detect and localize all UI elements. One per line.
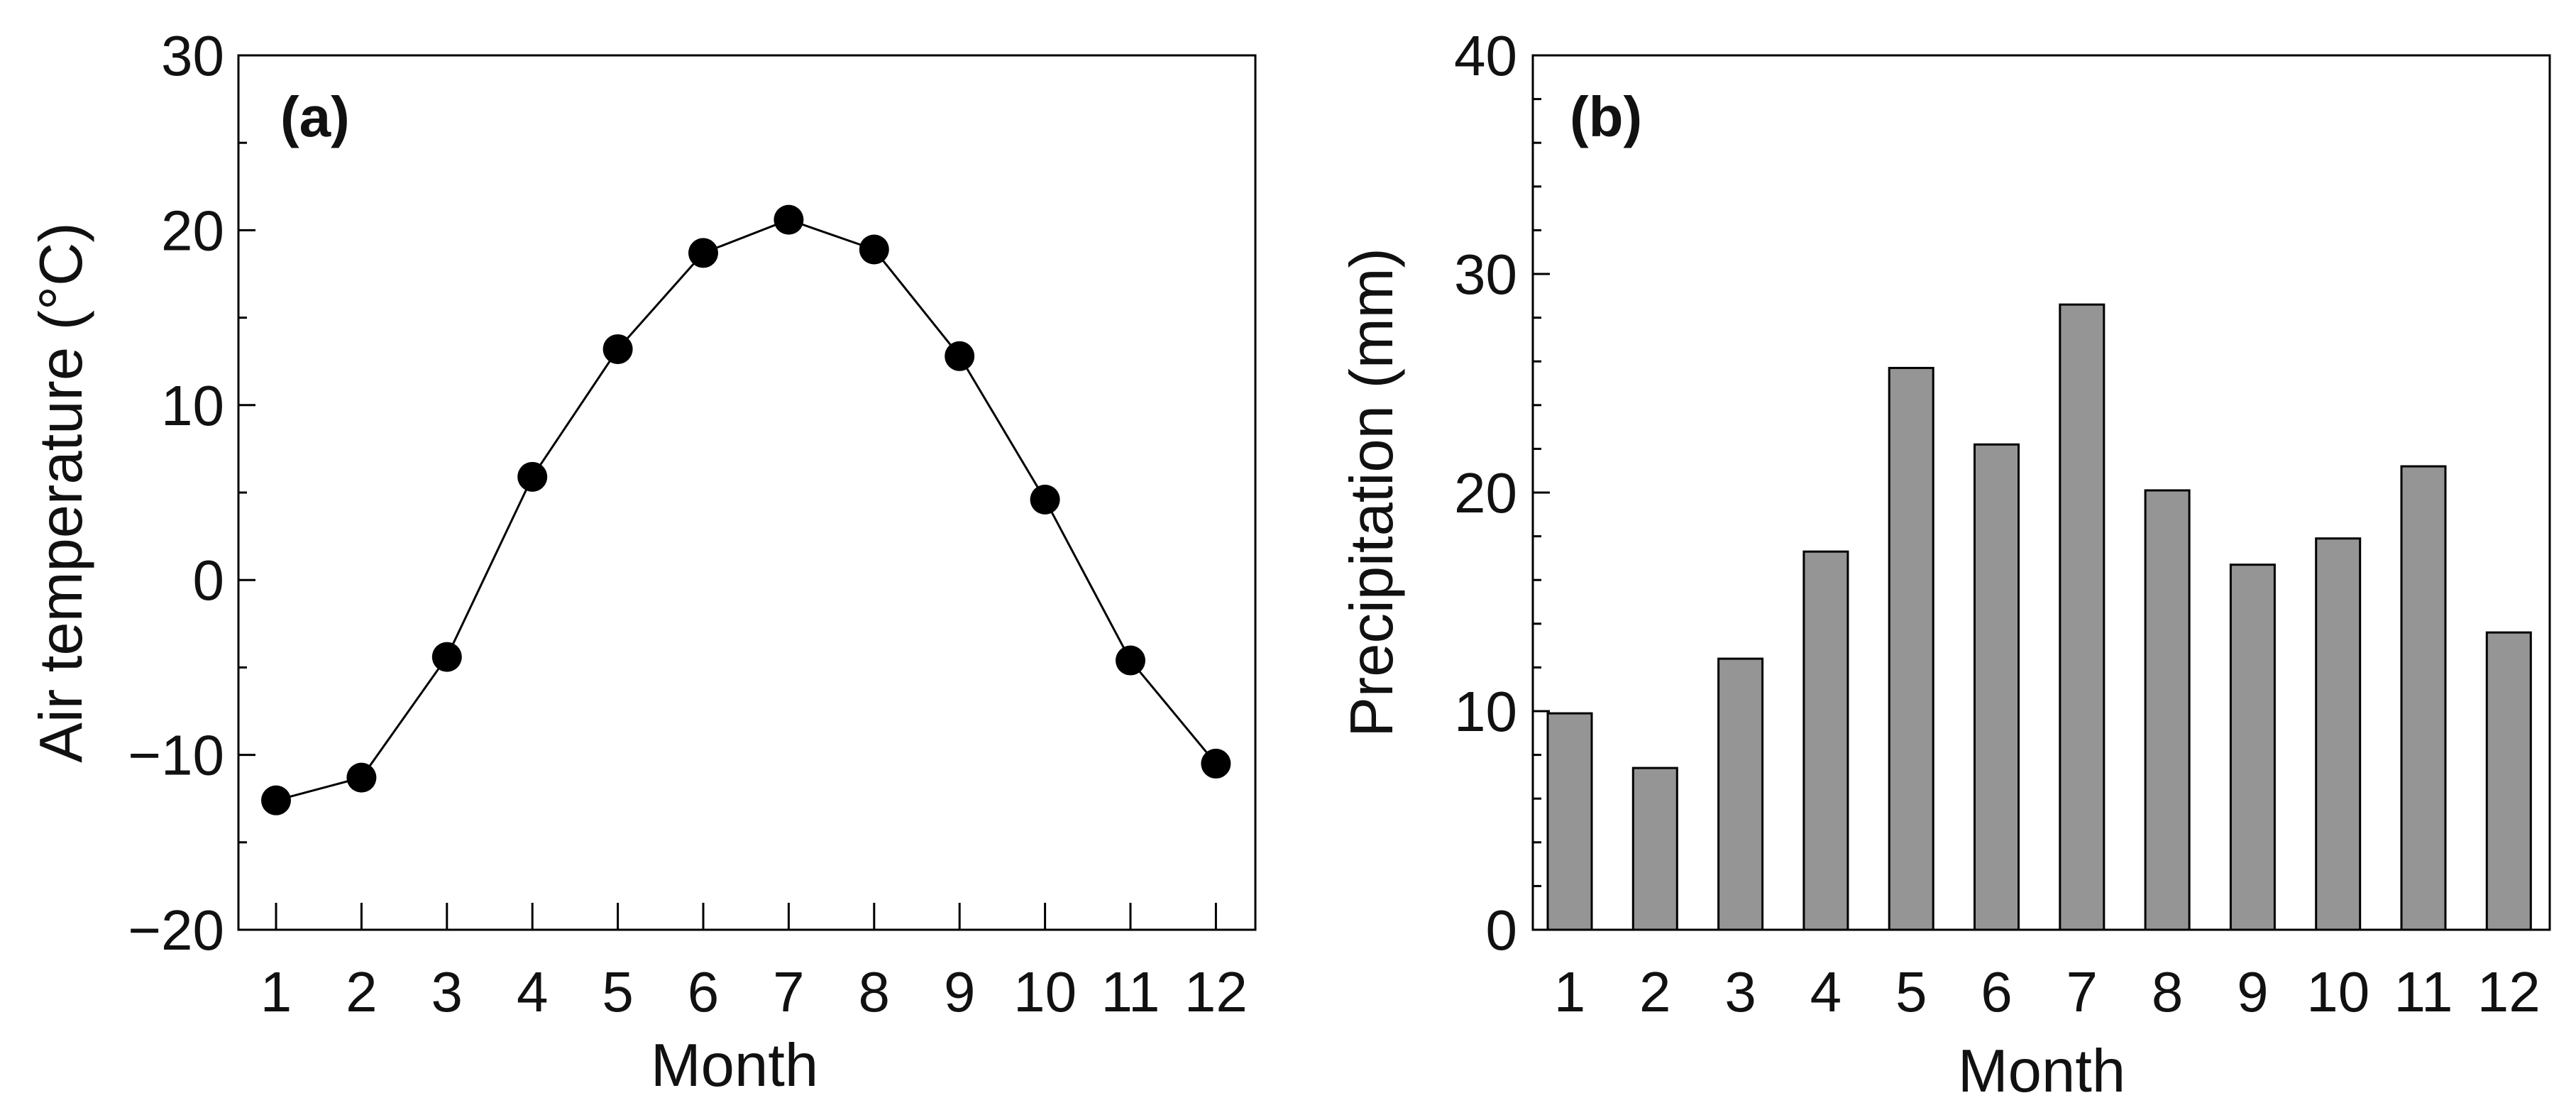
precipitation-bar [2144, 489, 2191, 931]
precipitation-plot-frame [1531, 54, 2551, 931]
precipitation-bar [2400, 465, 2447, 931]
precipitation-bar [1631, 767, 1678, 931]
temperature-x-tick-label: 2 [346, 960, 378, 1023]
precipitation-bar [2059, 303, 2106, 931]
precipitation-bar [1717, 657, 1764, 931]
temperature-panel-label: (a) [280, 85, 350, 148]
temperature-x-tick-labels: 1 2 3 4 5 6 7 8 9 10 11 12 [260, 960, 1248, 1023]
temperature-point [602, 334, 633, 364]
temperature-x-axis-title: Month [651, 1032, 818, 1099]
temperature-y-tick-label: 30 [161, 24, 224, 87]
temperature-x-tick-label: 5 [602, 960, 634, 1023]
temperature-point [945, 341, 975, 371]
precipitation-y-tick-label: 40 [1454, 24, 1517, 87]
temperature-y-tick-label: 0 [193, 549, 225, 612]
temperature-y-tick-label: −20 [128, 899, 224, 962]
precipitation-y-ticks [1533, 54, 1550, 931]
precipitation-bar [1974, 443, 2020, 931]
temperature-y-ticks [238, 54, 255, 931]
precipitation-x-tick-label: 4 [1810, 960, 1842, 1023]
temperature-x-tick-label: 4 [517, 960, 549, 1023]
precipitation-x-tick-label: 11 [2394, 960, 2453, 1023]
precipitation-x-tick-label: 12 [2477, 960, 2541, 1023]
precipitation-bar [1546, 712, 1593, 931]
temperature-series-line [275, 219, 1217, 802]
precipitation-x-tick-label: 9 [2237, 960, 2269, 1023]
temperature-x-tick-label: 3 [431, 960, 463, 1023]
precipitation-bars [1546, 303, 2532, 931]
precipitation-x-tick-label: 2 [1639, 960, 1671, 1023]
precipitation-x-tick-label: 10 [2306, 960, 2369, 1023]
temperature-plot-frame [237, 54, 1257, 931]
precipitation-y-tick-labels: 0 10 20 30 40 [1454, 24, 1517, 962]
precipitation-bar [2229, 564, 2276, 931]
temperature-points [261, 204, 1231, 815]
precipitation-y-axis-title: Precipitation (mm) [1338, 248, 1406, 737]
temperature-y-tick-label: 10 [161, 374, 224, 437]
temperature-x-tick-label: 7 [773, 960, 805, 1023]
temperature-x-tick-label: 1 [260, 960, 292, 1023]
temperature-y-tick-label: −10 [128, 724, 224, 787]
temperature-point [859, 234, 889, 265]
precipitation-y-tick-label: 30 [1454, 243, 1517, 306]
precipitation-y-tick-label: 0 [1486, 899, 1518, 962]
temperature-point [1201, 748, 1231, 779]
precipitation-panel-label: (b) [1570, 85, 1642, 148]
precipitation-x-tick-label: 8 [2152, 960, 2184, 1023]
precipitation-bar [1888, 366, 1934, 931]
temperature-point [431, 642, 462, 672]
precipitation-x-tick-label: 7 [2066, 960, 2098, 1023]
temperature-point [261, 785, 291, 815]
precipitation-bar [2485, 631, 2532, 931]
temperature-point [517, 461, 548, 492]
temperature-x-tick-label: 9 [944, 960, 976, 1023]
precipitation-x-tick-label: 1 [1554, 960, 1586, 1023]
precipitation-y-tick-label: 10 [1454, 680, 1517, 743]
precipitation-x-tick-label: 6 [1981, 960, 2013, 1023]
temperature-y-tick-label: 20 [161, 199, 224, 262]
temperature-point [1116, 645, 1145, 676]
temperature-point [1030, 484, 1060, 515]
temperature-x-tick-label: 12 [1184, 960, 1248, 1023]
temperature-y-axis-title: Air temperature (°C) [28, 222, 95, 762]
temperature-point [688, 238, 718, 268]
temperature-y-tick-labels: −20 −10 0 10 20 30 [128, 24, 224, 962]
precipitation-x-tick-label: 5 [1895, 960, 1927, 1023]
precipitation-x-axis-title: Month [1958, 1038, 2125, 1105]
temperature-point [346, 762, 377, 793]
precipitation-bar [1802, 550, 1849, 931]
precipitation-y-tick-label: 20 [1454, 461, 1517, 524]
temperature-x-ticks [275, 903, 1217, 930]
precipitation-x-tick-labels: 1 2 3 4 5 6 7 8 9 10 11 12 [1554, 960, 2541, 1023]
precipitation-bar [2315, 537, 2362, 931]
temperature-point [774, 204, 804, 235]
temperature-x-tick-label: 11 [1101, 960, 1160, 1023]
temperature-x-tick-label: 6 [688, 960, 720, 1023]
temperature-x-tick-label: 10 [1013, 960, 1077, 1023]
temperature-x-tick-label: 8 [859, 960, 891, 1023]
precipitation-x-tick-label: 3 [1724, 960, 1756, 1023]
